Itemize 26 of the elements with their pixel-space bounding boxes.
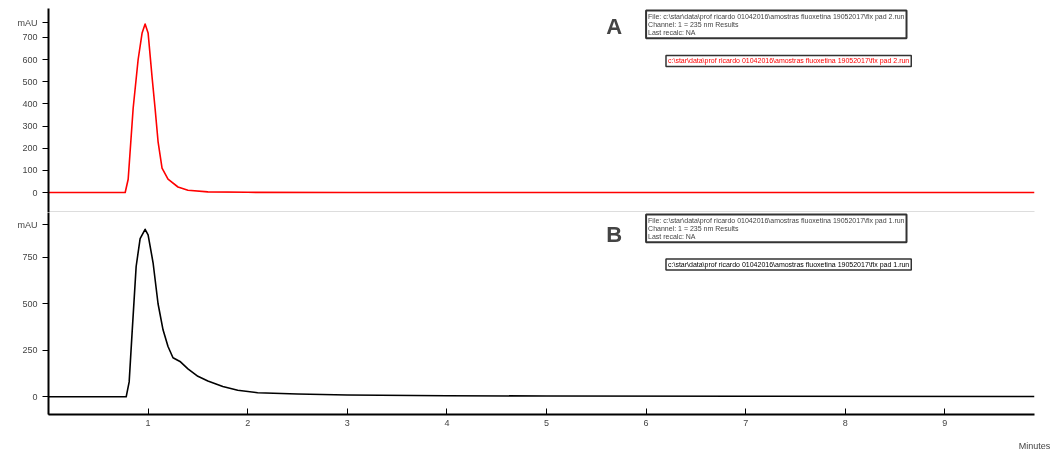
y-tick-label: 0 bbox=[32, 187, 38, 198]
y-axis-title: mAU bbox=[17, 17, 38, 28]
y-tick-label: 500 bbox=[22, 298, 38, 309]
x-tick-label: 3 bbox=[344, 417, 350, 428]
y-axis-title: mAU bbox=[17, 219, 38, 230]
x-tick-label: 9 bbox=[942, 417, 948, 428]
y-tick-label: 500 bbox=[22, 76, 38, 87]
x-tick-label: 5 bbox=[543, 417, 549, 428]
chart-title: B bbox=[606, 221, 623, 247]
y-tick-label: 200 bbox=[22, 143, 38, 154]
y-tick-label: 600 bbox=[22, 54, 38, 65]
x-tick-label: 2 bbox=[245, 417, 251, 428]
x-axis-title: Minutes bbox=[1018, 440, 1051, 451]
chart-title: A bbox=[606, 14, 623, 40]
y-tick-label: 700 bbox=[22, 32, 38, 43]
y-tick-label: 400 bbox=[22, 98, 38, 109]
y-tick-label: 300 bbox=[22, 121, 38, 132]
y-tick-label: 250 bbox=[22, 345, 38, 356]
x-tick-label: 4 bbox=[444, 417, 450, 428]
x-tick-label: 7 bbox=[743, 417, 749, 428]
x-tick-label: 8 bbox=[842, 417, 848, 428]
x-tick-label: 6 bbox=[643, 417, 649, 428]
y-tick-label: 750 bbox=[22, 252, 38, 263]
x-tick-label: 1 bbox=[145, 417, 151, 428]
y-tick-label: 100 bbox=[22, 165, 38, 176]
y-tick-label: 0 bbox=[32, 391, 38, 402]
